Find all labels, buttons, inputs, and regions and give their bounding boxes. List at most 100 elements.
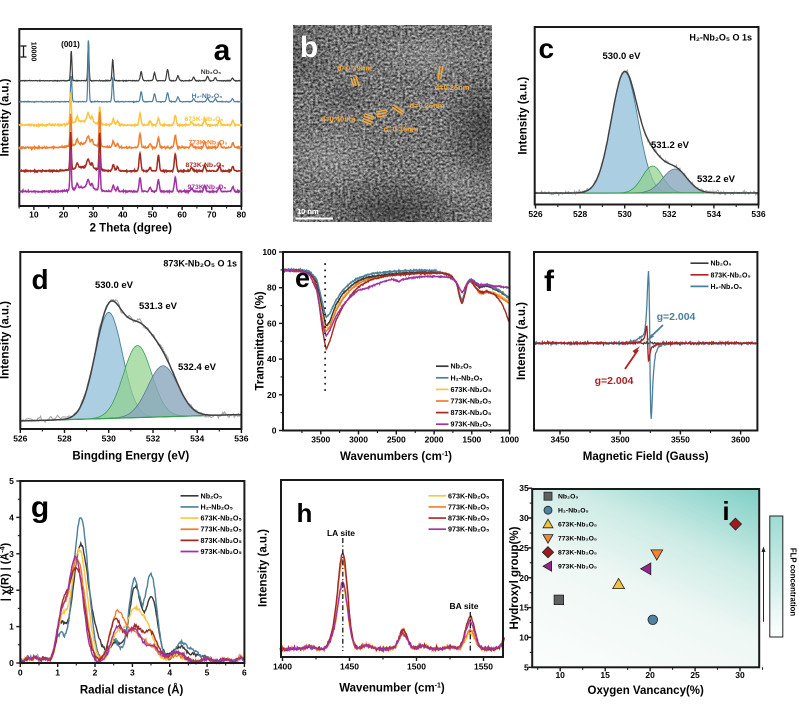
svg-text:a: a <box>214 34 231 67</box>
svg-text:0: 0 <box>9 658 14 668</box>
svg-text:g=2.004: g=2.004 <box>595 375 634 387</box>
svg-text:773K-Nb₂O₅: 773K-Nb₂O₅ <box>558 536 597 543</box>
svg-text:60: 60 <box>177 210 187 220</box>
svg-text:30: 30 <box>735 670 745 680</box>
svg-text:15: 15 <box>519 603 529 613</box>
svg-text:873K-Nb₂O₅: 873K-Nb₂O₅ <box>451 409 492 417</box>
svg-text:3600: 3600 <box>731 435 750 445</box>
svg-text:60: 60 <box>267 318 277 328</box>
svg-text:531.2 eV: 531.2 eV <box>651 140 690 151</box>
svg-text:40: 40 <box>118 210 128 220</box>
svg-text:100: 100 <box>262 247 276 257</box>
svg-text:1000: 1000 <box>500 435 519 445</box>
svg-text:1: 1 <box>55 668 60 678</box>
svg-text:4: 4 <box>9 512 14 522</box>
svg-text:Nb₂O₅: Nb₂O₅ <box>201 69 221 76</box>
svg-text:873K-Nb₂O₅: 873K-Nb₂O₅ <box>711 272 751 279</box>
svg-text:873K-Nb₂O₅: 873K-Nb₂O₅ <box>186 162 225 169</box>
svg-text:c: c <box>539 33 555 64</box>
svg-text:Nb₂O₅: Nb₂O₅ <box>201 491 223 500</box>
svg-text:3550: 3550 <box>671 435 690 445</box>
svg-text:Intensity (a.u.): Intensity (a.u.) <box>0 301 12 379</box>
svg-text:20: 20 <box>519 573 529 583</box>
svg-text:Intensity (a.u.): Intensity (a.u.) <box>516 302 528 380</box>
svg-text:536: 536 <box>751 209 765 219</box>
svg-text:5: 5 <box>524 662 529 672</box>
svg-text:d=0.26nm: d=0.26nm <box>435 83 470 92</box>
svg-text:873K-Nb₂O₅ O 1s: 873K-Nb₂O₅ O 1s <box>163 259 237 269</box>
svg-text:530: 530 <box>102 434 116 444</box>
svg-text:d=0.39nm: d=0.39nm <box>337 64 372 73</box>
svg-text:FLP concentration: FLP concentration <box>789 548 798 617</box>
svg-text:673K-Nb₂O₅: 673K-Nb₂O₅ <box>448 491 489 500</box>
svg-text:50: 50 <box>148 210 158 220</box>
svg-text:534: 534 <box>190 434 204 444</box>
svg-text:773K-Nb₂O₅: 773K-Nb₂O₅ <box>451 398 492 406</box>
svg-text:673K-Nb₂O₅: 673K-Nb₂O₅ <box>451 386 492 394</box>
svg-text:Wavenumber (cm-1): Wavenumber (cm-1) <box>339 683 445 695</box>
svg-text:3500: 3500 <box>311 435 330 445</box>
svg-text:BA site: BA site <box>450 601 479 611</box>
svg-text:35: 35 <box>519 483 529 493</box>
svg-text:973K-Nb₂O₅: 973K-Nb₂O₅ <box>448 525 489 534</box>
svg-text:534: 534 <box>707 209 721 219</box>
svg-text:3000: 3000 <box>349 435 368 445</box>
svg-text:528: 528 <box>573 209 587 219</box>
svg-text:H₂-Nb₂O₅: H₂-Nb₂O₅ <box>451 374 483 382</box>
svg-text:80: 80 <box>267 283 277 293</box>
svg-text:| χ(R) | (Å-4): | χ(R) | (Å-4) <box>0 542 12 601</box>
svg-text:1: 1 <box>9 622 14 632</box>
svg-text:Hydroxyl group(%): Hydroxyl group(%) <box>509 526 521 629</box>
svg-text:H₂-Nb₂O₅ O 1s: H₂-Nb₂O₅ O 1s <box>689 33 752 43</box>
svg-text:2: 2 <box>9 585 14 595</box>
svg-text:3: 3 <box>9 549 14 559</box>
svg-text:H₂-Nb₂O₅: H₂-Nb₂O₅ <box>558 508 589 515</box>
svg-text:Radial distance (Å): Radial distance (Å) <box>80 684 184 697</box>
svg-text:Nb₂O₅: Nb₂O₅ <box>711 261 732 268</box>
svg-text:2000: 2000 <box>425 435 444 445</box>
svg-text:1400: 1400 <box>273 662 292 672</box>
svg-text:Oxygen Vancancy(%): Oxygen Vancancy(%) <box>588 685 704 697</box>
svg-text:5: 5 <box>205 668 210 678</box>
svg-text:532.4 eV: 532.4 eV <box>178 362 217 373</box>
svg-text:530: 530 <box>618 209 632 219</box>
svg-text:530.0 eV: 530.0 eV <box>602 51 641 62</box>
svg-text:973K-Nb₂O₅: 973K-Nb₂O₅ <box>188 184 227 191</box>
svg-text:773K-Nb₂O₅: 773K-Nb₂O₅ <box>448 502 489 511</box>
svg-text:(001): (001) <box>61 40 80 49</box>
svg-text:1450: 1450 <box>340 662 359 672</box>
svg-text:0: 0 <box>18 668 23 678</box>
svg-text:673K-Nb₂O₅: 673K-Nb₂O₅ <box>185 116 224 123</box>
svg-text:10000: 10000 <box>30 42 37 62</box>
svg-text:3500: 3500 <box>611 435 630 445</box>
svg-text:25: 25 <box>690 670 700 680</box>
svg-text:20: 20 <box>645 670 655 680</box>
svg-text:773K-Nb₂O₅: 773K-Nb₂O₅ <box>201 525 242 534</box>
svg-text:f: f <box>544 265 555 298</box>
svg-text:H₂-Nb₂O₅: H₂-Nb₂O₅ <box>192 93 223 100</box>
svg-text:10 nm: 10 nm <box>297 207 319 216</box>
svg-text:532.2 eV: 532.2 eV <box>697 174 736 185</box>
svg-text:Wavenumbers (cm-1): Wavenumbers (cm-1) <box>340 451 452 463</box>
svg-text:d=0.26nm: d=0.26nm <box>410 101 445 110</box>
svg-text:4: 4 <box>167 668 172 678</box>
svg-text:2 Theta (dgree): 2 Theta (dgree) <box>90 223 173 235</box>
svg-text:6: 6 <box>242 668 247 678</box>
svg-text:5: 5 <box>9 476 14 486</box>
svg-text:773K-Nb₂O₅: 773K-Nb₂O₅ <box>189 140 228 147</box>
svg-text:10: 10 <box>29 210 39 220</box>
svg-text:1500: 1500 <box>407 662 426 672</box>
svg-text:0: 0 <box>272 426 277 436</box>
svg-text:10: 10 <box>519 632 529 642</box>
svg-text:30: 30 <box>519 513 529 523</box>
svg-text:873K-Nb₂O₅: 873K-Nb₂O₅ <box>448 514 489 523</box>
svg-text:h: h <box>296 498 312 528</box>
svg-text:3: 3 <box>130 668 135 678</box>
svg-text:Intensity (a.u.): Intensity (a.u.) <box>0 78 12 156</box>
svg-text:531.3 eV: 531.3 eV <box>139 301 178 312</box>
svg-text:g: g <box>31 491 49 524</box>
svg-text:1500: 1500 <box>462 435 481 445</box>
svg-text:g=2.004: g=2.004 <box>657 311 696 323</box>
svg-text:973K-Nb₂O₅: 973K-Nb₂O₅ <box>201 547 242 556</box>
svg-text:H₂-Nb₂O₅: H₂-Nb₂O₅ <box>711 284 743 291</box>
